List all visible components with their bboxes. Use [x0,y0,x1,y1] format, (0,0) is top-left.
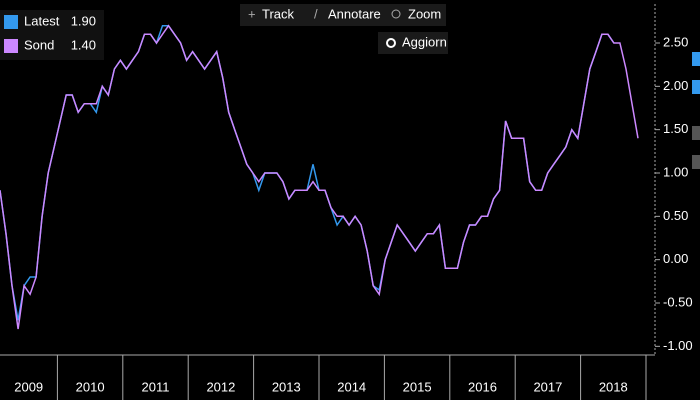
zoom-icon [391,9,401,19]
x-tick-label: 2015 [403,379,432,394]
legend-swatch [4,39,18,53]
y-tick-label: -1.00 [663,338,693,353]
x-tick-label: 2018 [599,379,628,394]
x-tick-label: 2011 [142,379,170,394]
x-tick-label: 2010 [76,379,105,394]
y-tick-label: 1.00 [663,164,688,179]
checkbox[interactable] [692,155,700,169]
side-checkboxes [692,52,700,169]
y-tick-label: -0.50 [663,294,693,309]
legend-value: 1.90 [71,13,96,28]
legend-label: Sond [24,37,54,52]
legend-value: 1.40 [71,37,96,52]
legend-label: Latest [24,13,60,28]
x-tick-label: 2017 [533,379,562,394]
checkbox[interactable] [692,126,700,140]
series-line [0,24,615,321]
x-tick-label: 2016 [468,379,497,394]
track-icon: + [248,6,256,21]
refresh-button[interactable]: Aggiorn [402,34,447,49]
x-tick-label: 2014 [337,379,366,394]
toolbar-bg [240,4,446,26]
toolbar: Track + Annotare / Zoom Aggiorn [240,4,448,54]
annotate-button[interactable]: Annotare [328,6,381,21]
annotate-icon: / [314,6,318,21]
x-tick-label: 2009 [14,379,43,394]
track-button[interactable]: Track [262,6,295,21]
checkbox[interactable] [692,80,700,94]
refresh-icon [386,38,396,48]
refresh-bg [378,32,448,54]
y-tick-label: 2.00 [663,78,688,93]
checkbox[interactable] [692,52,700,66]
y-tick-label: 1.50 [663,121,688,136]
y-tick-label: 2.50 [663,34,688,49]
y-tick-label: 0.50 [663,208,688,223]
series-line [0,24,639,330]
zoom-button[interactable]: Zoom [408,6,441,21]
x-tick-label: 2012 [206,379,235,394]
legend-swatch [4,15,18,29]
x-tick-label: 2013 [272,379,301,394]
y-tick-label: 0.00 [663,251,688,266]
